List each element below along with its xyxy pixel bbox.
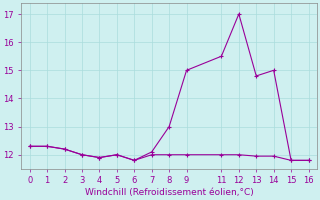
X-axis label: Windchill (Refroidissement éolien,°C): Windchill (Refroidissement éolien,°C) (85, 188, 253, 197)
